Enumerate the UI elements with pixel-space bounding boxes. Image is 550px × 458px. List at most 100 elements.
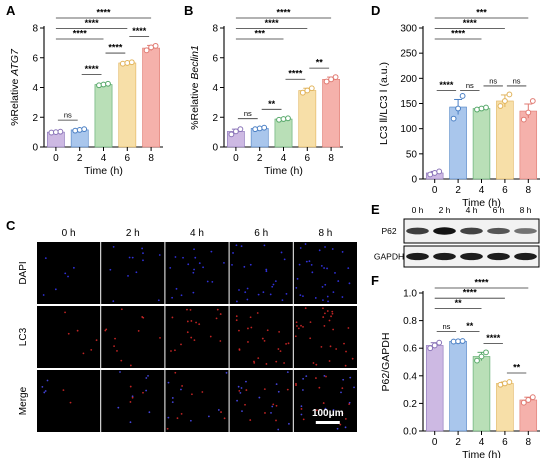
x-tick-label: 6 xyxy=(502,185,508,196)
fluorescence-dot xyxy=(332,291,335,294)
microscopy-column-label: 8 h xyxy=(318,228,332,239)
fluorescence-dot xyxy=(295,321,298,324)
chart-lc3-ratio: 0 50 100 150 200 250 300 0 2 4 6 8 Time (h) LC3 Ⅱ/LC3… xyxy=(378,8,540,209)
significance-label: **** xyxy=(288,69,303,79)
y-label-prefix: %Relative xyxy=(9,76,21,126)
bar xyxy=(298,90,317,148)
fluorescence-dot xyxy=(261,337,264,340)
bar xyxy=(449,340,467,432)
fluorescence-dot xyxy=(135,271,138,274)
blot-lane-label: 8 h xyxy=(520,205,532,215)
microscopy-image xyxy=(165,370,229,432)
fluorescence-dot xyxy=(193,248,195,251)
fluorescence-dot xyxy=(44,257,47,260)
bar xyxy=(118,62,137,148)
significance-label: *** xyxy=(254,29,265,39)
fluorescence-dot xyxy=(44,390,47,392)
fluorescence-dot xyxy=(264,412,266,414)
data-point xyxy=(96,82,102,89)
fluorescence-dot xyxy=(296,277,299,280)
fluorescence-dot xyxy=(314,297,317,299)
fluorescence-dot xyxy=(324,246,326,248)
data-point xyxy=(81,126,88,133)
blot-lane-label: 4 h xyxy=(466,205,478,215)
fluorescence-dot xyxy=(342,378,345,381)
y-tick-label: 2 xyxy=(32,113,38,124)
x-tick-label: 2 xyxy=(257,153,263,164)
fluorescence-dot xyxy=(141,247,144,250)
fluorescence-dot xyxy=(142,252,144,255)
data-point xyxy=(276,116,282,123)
data-point xyxy=(237,126,244,133)
significance-label: **** xyxy=(132,26,147,36)
fluorescence-dot xyxy=(247,327,249,330)
fluorescence-dot xyxy=(239,391,242,394)
data-point xyxy=(459,338,466,344)
microscopy-image xyxy=(101,306,165,368)
bar xyxy=(142,47,160,148)
x-axis-label: Time (h) xyxy=(462,197,501,209)
fluorescence-dot xyxy=(244,291,247,294)
fluorescence-dot xyxy=(348,282,351,285)
data-point xyxy=(105,80,111,87)
significance-label: **** xyxy=(439,80,454,90)
fluorescence-dot xyxy=(325,375,327,378)
fluorescence-dot xyxy=(158,254,161,256)
blot-band xyxy=(460,252,483,261)
fluorescence-dot xyxy=(328,360,331,362)
fluorescence-dot xyxy=(277,348,280,350)
fluorescence-dot xyxy=(129,364,132,367)
fluorescence-dot xyxy=(296,325,298,327)
panel-label-a: A xyxy=(6,3,16,18)
fluorescence-dot xyxy=(285,343,287,345)
fluorescence-dot xyxy=(311,271,314,274)
data-point xyxy=(280,116,287,122)
blot-band xyxy=(433,227,456,235)
significance-label: ** xyxy=(268,99,276,109)
significance-label: **** xyxy=(96,8,111,18)
fluorescence-dot xyxy=(190,320,193,322)
fluorescence-dot xyxy=(244,403,246,406)
fluorescence-dot xyxy=(243,265,246,268)
fluorescence-dot xyxy=(192,271,195,274)
y-tick-label: 300 xyxy=(400,24,417,35)
x-tick-label: 6 xyxy=(305,153,311,164)
fluorescence-dot xyxy=(270,411,272,414)
data-point xyxy=(304,87,311,94)
x-tick-label: 6 xyxy=(502,437,508,448)
fluorescence-dot xyxy=(253,361,256,364)
data-point xyxy=(459,93,466,99)
fluorescence-dot xyxy=(142,259,144,262)
microscopy-image xyxy=(165,242,229,304)
fluorescence-dot xyxy=(323,374,326,377)
fluorescence-dot xyxy=(174,371,177,374)
fluorescence-dot xyxy=(174,349,176,352)
fluorescence-dot xyxy=(265,270,268,273)
fluorescence-dot xyxy=(201,391,204,393)
fluorescence-dot xyxy=(323,325,326,327)
fluorescence-dot xyxy=(216,308,219,311)
fluorescence-dot xyxy=(286,371,289,374)
fluorescence-dot xyxy=(170,350,172,352)
significance-label: **** xyxy=(451,29,466,39)
fluorescence-dot xyxy=(332,328,335,331)
fluorescence-dot xyxy=(176,417,179,420)
fluorescence-dot xyxy=(238,329,240,332)
fluorescence-dot xyxy=(180,388,182,391)
fluorescence-dot xyxy=(277,390,280,393)
fluorescence-dot xyxy=(263,244,266,247)
fluorescence-dot xyxy=(148,411,151,414)
y-tick-label: 8 xyxy=(32,24,38,35)
fluorescence-dot xyxy=(275,404,278,407)
data-point xyxy=(455,105,462,112)
fluorescence-dot xyxy=(305,260,308,263)
fluorescence-dot xyxy=(250,326,253,329)
data-point xyxy=(76,126,83,133)
significance-label: **** xyxy=(276,8,291,18)
fluorescence-dot xyxy=(249,316,252,319)
data-point xyxy=(252,126,259,133)
y-tick-label: 0 xyxy=(32,143,38,154)
fluorescence-dot xyxy=(175,287,178,290)
microscopy-image xyxy=(101,370,165,432)
